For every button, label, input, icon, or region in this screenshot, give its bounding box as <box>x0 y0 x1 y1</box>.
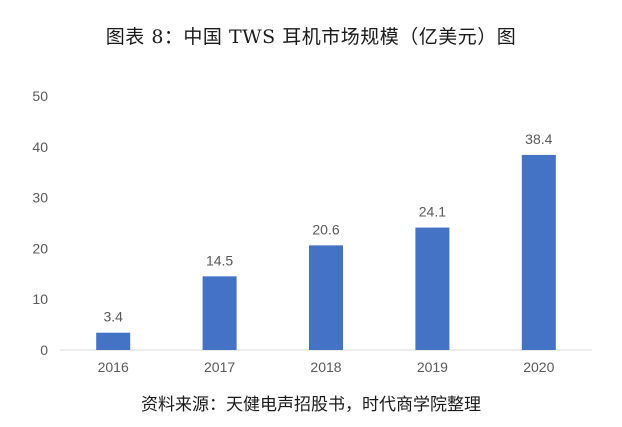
data-label: 24.1 <box>419 204 446 220</box>
bar-2018 <box>309 245 343 350</box>
x-tick-label: 2017 <box>204 359 235 375</box>
y-tick-label: 30 <box>32 190 48 206</box>
y-tick-label: 20 <box>32 240 48 256</box>
y-axis-ticks: 0 10 20 30 40 50 <box>32 88 48 358</box>
data-label: 38.4 <box>525 131 552 147</box>
data-labels: 3.4 14.5 20.6 24.1 38.4 <box>103 131 552 325</box>
x-tick-label: 2019 <box>417 359 448 375</box>
bar-2020 <box>521 154 556 350</box>
source-note: 资料来源：天健电声招股书，时代商学院整理 <box>141 395 481 415</box>
y-tick-label: 10 <box>32 291 48 307</box>
bar-2019 <box>415 227 450 350</box>
y-tick-label: 50 <box>32 88 48 104</box>
x-axis-ticks: 2016 2017 2018 2019 2020 <box>98 359 555 375</box>
x-tick-label: 2018 <box>310 359 341 375</box>
x-tick-label: 2016 <box>98 359 129 375</box>
data-label: 20.6 <box>312 221 339 237</box>
bar-2017 <box>202 276 237 350</box>
y-tick-label: 0 <box>40 342 48 358</box>
x-tick-label: 2020 <box>523 359 554 375</box>
y-tick-label: 40 <box>32 139 48 155</box>
bar-2016 <box>96 332 131 350</box>
bars <box>96 154 556 350</box>
chart-title: 图表 8：中国 TWS 耳机市场规模（亿美元）图 <box>105 26 517 48</box>
data-label: 14.5 <box>206 252 233 268</box>
data-label: 3.4 <box>103 309 123 325</box>
